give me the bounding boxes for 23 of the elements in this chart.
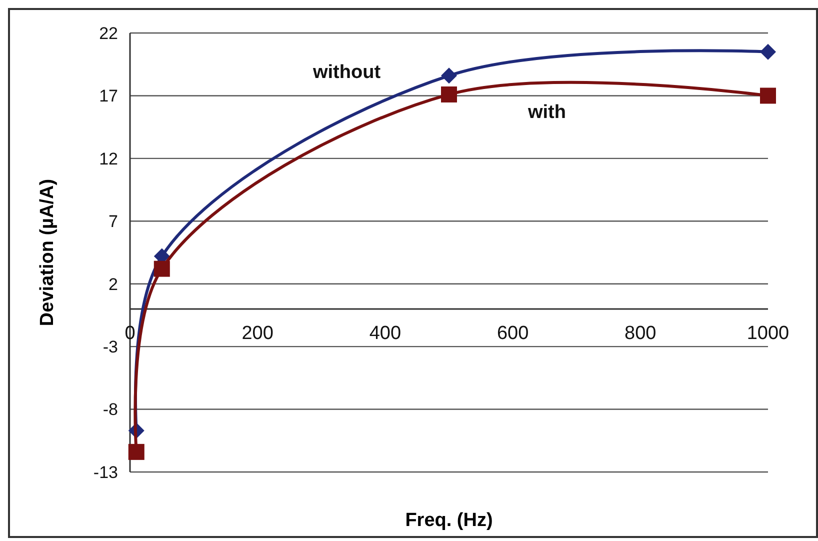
y-tick-label: 17: [99, 86, 118, 106]
x-tick-label: 1000: [746, 322, 790, 344]
x-tick-label: 200: [242, 322, 274, 344]
x-axis-title: Freq. (Hz): [405, 510, 493, 531]
y-tick-label: 2: [108, 274, 118, 294]
y-tick-label: 22: [99, 24, 118, 43]
y-tick-label: 12: [99, 149, 118, 168]
series-label: with: [527, 102, 566, 123]
x-tick-label: 400: [369, 322, 402, 344]
point: [154, 260, 170, 277]
y-tick-label: -8: [102, 400, 118, 420]
y-tick-label: 7: [108, 212, 118, 232]
point: [760, 88, 776, 104]
series-label: without: [312, 62, 382, 83]
point: [128, 444, 144, 460]
x-tick-label: 600: [496, 322, 529, 344]
y-axis-title: Deviation (µA/A): [37, 178, 58, 326]
point: [760, 44, 776, 60]
y-tick-label: -3: [102, 338, 118, 357]
point: [441, 68, 457, 84]
x-tick-label: 800: [624, 322, 656, 344]
point: [441, 86, 457, 102]
y-tick-label: -13: [93, 462, 118, 482]
